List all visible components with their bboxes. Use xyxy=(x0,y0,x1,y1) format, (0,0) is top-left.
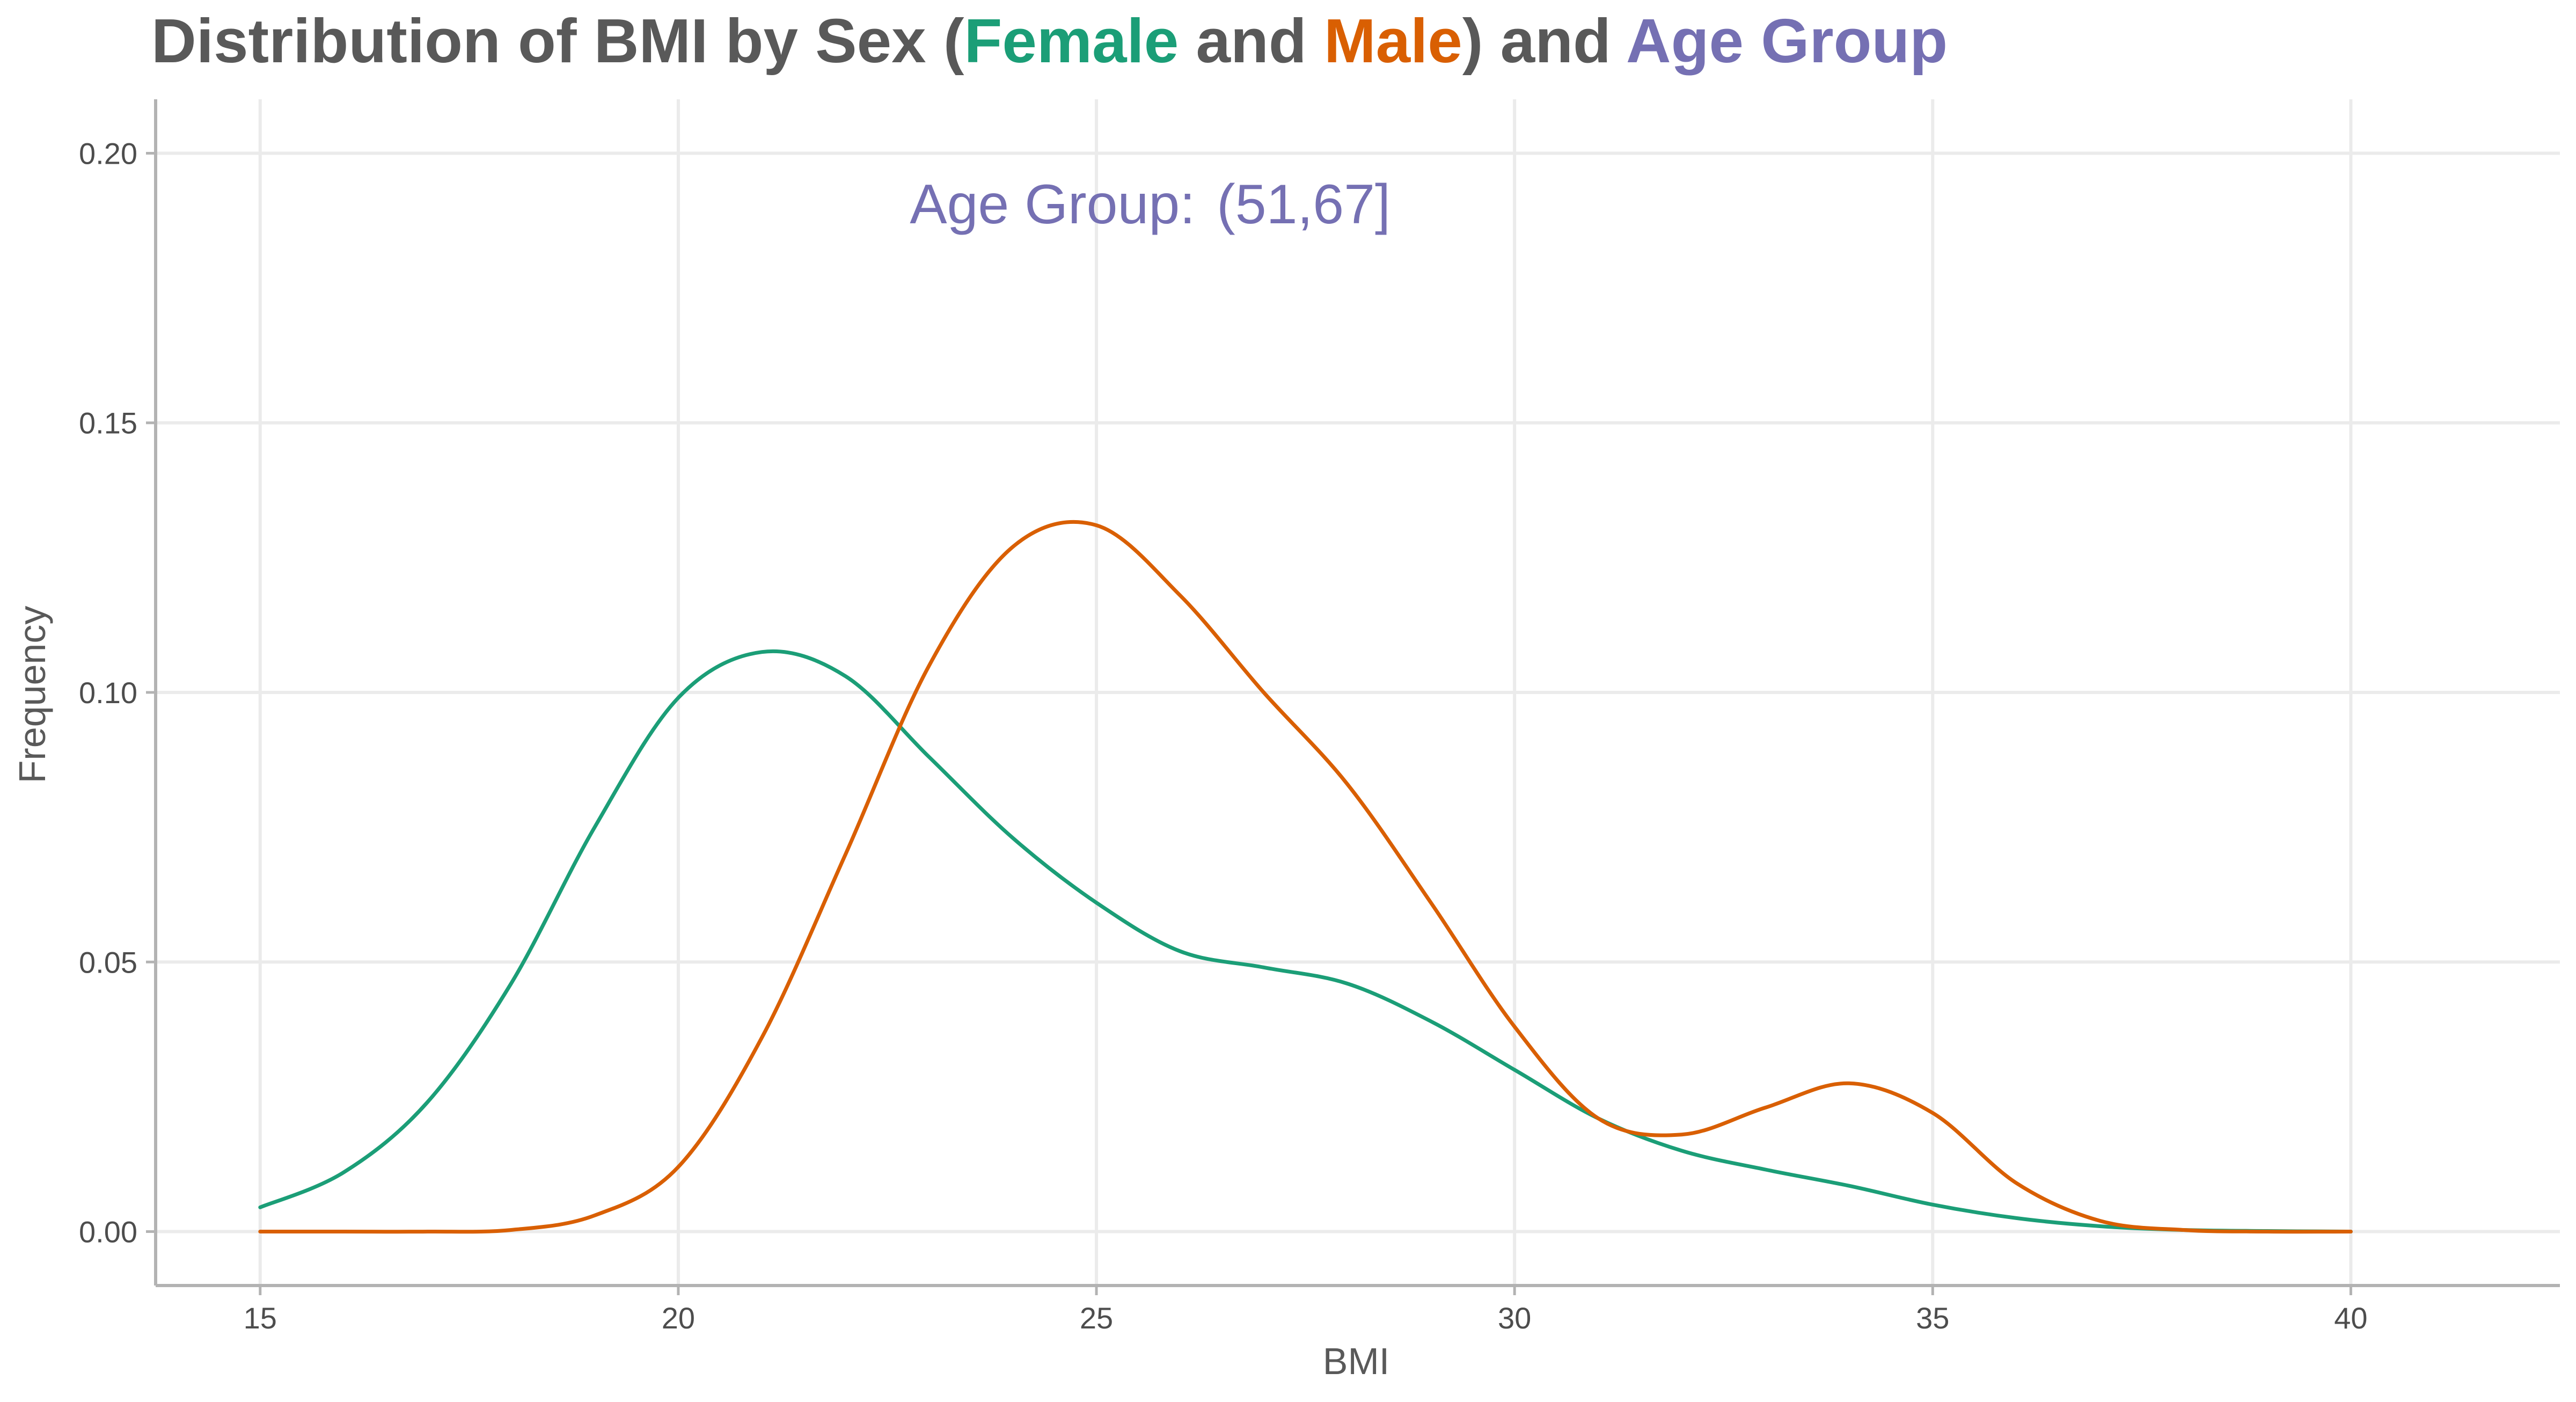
data-series xyxy=(258,520,2353,1234)
x-tick-label: 35 xyxy=(1916,1301,1949,1335)
y-tick-label: 0.00 xyxy=(79,1215,137,1249)
annotation-label: Age Group: xyxy=(910,173,1195,236)
title-and-2: ) and xyxy=(1462,6,1626,76)
x-axis-title: BMI xyxy=(1323,1340,1389,1382)
title-male-word: Male xyxy=(1324,6,1462,76)
title-female-word: Female xyxy=(964,6,1179,76)
grid-lines xyxy=(156,99,2560,1286)
chart-title: Distribution of BMI by Sex (Female and M… xyxy=(151,6,1948,76)
y-tick-label: 0.10 xyxy=(79,676,137,710)
tick-labels: 15 20 25 30 35 40 0.00 0.05 0.10 0.15 0.20 xyxy=(79,136,2368,1335)
x-tick-label: 20 xyxy=(662,1301,695,1335)
y-tick-label: 0.20 xyxy=(79,136,137,170)
y-tick-label: 0.15 xyxy=(79,406,137,440)
x-tick-label: 25 xyxy=(1080,1301,1113,1335)
age-group-annotation: Age Group: (51,67] xyxy=(910,173,1391,236)
x-tick-label: 15 xyxy=(244,1301,277,1335)
x-tick-label: 30 xyxy=(1498,1301,1531,1335)
title-age-word: Age Group xyxy=(1626,6,1948,76)
title-and-1: and xyxy=(1179,6,1324,76)
series-line-female xyxy=(258,649,2353,1233)
axes xyxy=(146,99,2560,1295)
annotation-value: (51,67] xyxy=(1217,173,1391,236)
y-tick-label: 0.05 xyxy=(79,945,137,979)
series-line-male xyxy=(258,520,2353,1234)
x-tick-label: 40 xyxy=(2334,1301,2367,1335)
y-axis-title: Frequency xyxy=(11,606,53,784)
title-prefix: Distribution of BMI by Sex ( xyxy=(151,6,964,76)
